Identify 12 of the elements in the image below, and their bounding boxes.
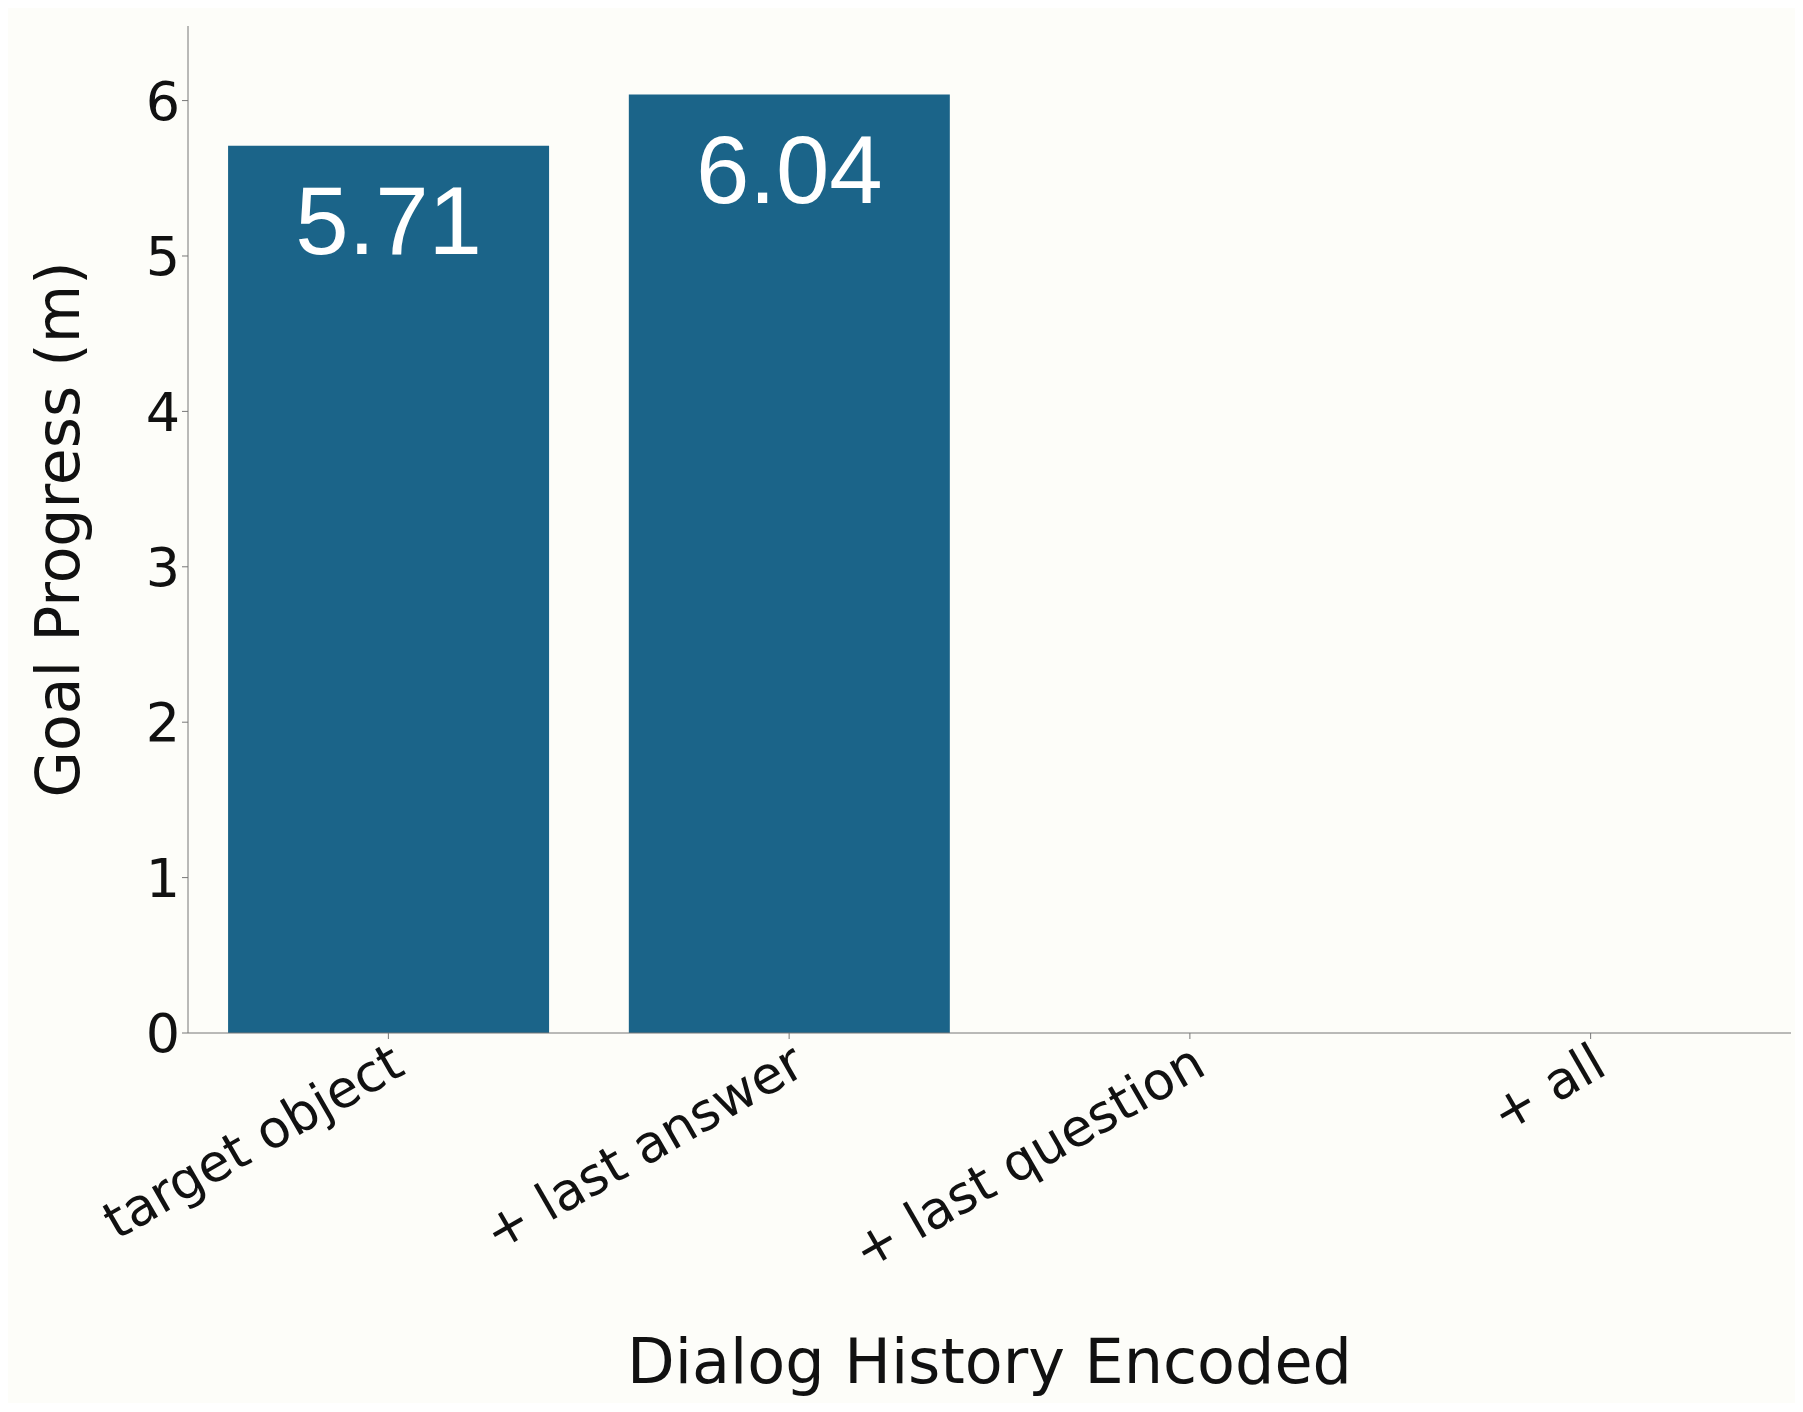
y-tick-label: 4 bbox=[145, 380, 180, 444]
y-tick-label: 3 bbox=[145, 535, 180, 599]
data-label: 6.04 bbox=[695, 115, 883, 223]
y-tick-label: 5 bbox=[145, 225, 180, 289]
x-tick-label: + all bbox=[1480, 1031, 1616, 1144]
y-tick-label: 1 bbox=[145, 846, 180, 910]
y-tick-label: 2 bbox=[145, 691, 180, 755]
y-axis-title: Goal Progress (m) bbox=[23, 261, 94, 798]
x-axis-title: Dialog History Encoded bbox=[627, 1325, 1352, 1398]
y-tick-label: 6 bbox=[145, 69, 180, 133]
y-tick-label: 0 bbox=[145, 1002, 180, 1066]
data-label: 5.71 bbox=[295, 166, 482, 274]
